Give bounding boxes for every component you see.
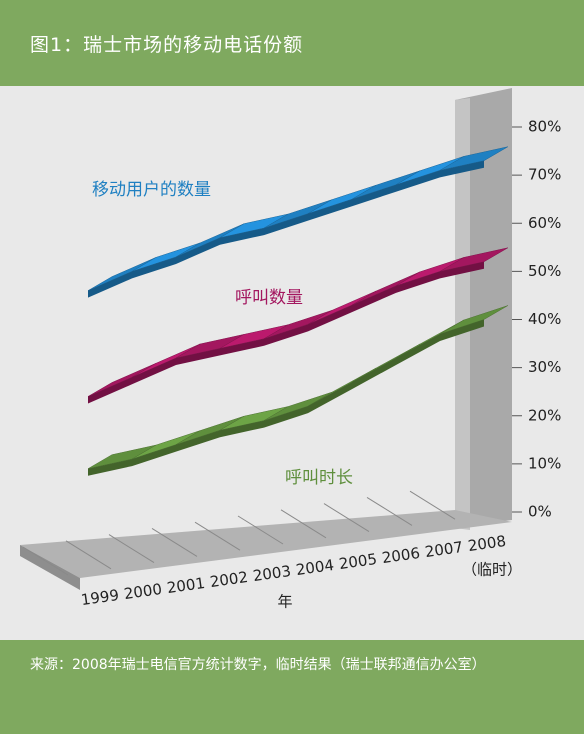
y-tick-label: 50% xyxy=(528,262,561,280)
y-tick-label: 20% xyxy=(528,406,561,424)
x-tick-label: 2002 xyxy=(209,568,249,591)
ribbon-front xyxy=(88,319,484,476)
floor-line xyxy=(65,540,112,570)
floor-line xyxy=(22,546,69,576)
y-tick-label: 80% xyxy=(528,118,561,136)
floor-line xyxy=(280,509,327,539)
ribbon-top xyxy=(351,271,421,306)
wall-side xyxy=(455,98,470,530)
source: 来源：2008年瑞士电信官方统计数字，临时结果（瑞士联邦通信办公室） xyxy=(30,657,486,673)
x-tick-label: 2001 xyxy=(166,574,206,597)
floor-line xyxy=(194,521,241,551)
ribbon-front xyxy=(88,160,484,298)
x-tick-label: 2008 xyxy=(467,532,507,555)
floor-line xyxy=(151,527,198,557)
chart: 0%10%20%30%40%50%60%70%80%1999 2000 2001 20… xyxy=(20,88,561,611)
title: 图1：瑞士市场的移动电话份额 xyxy=(30,34,304,56)
x-tick-label: 2003 xyxy=(252,562,292,585)
y-tick-label: 60% xyxy=(528,214,561,232)
floor-line xyxy=(409,490,456,520)
ribbon-top xyxy=(439,247,509,272)
floor-line xyxy=(237,515,284,545)
ribbon-top xyxy=(87,257,157,291)
y-tick-label: 40% xyxy=(528,310,561,328)
floor-line xyxy=(366,496,413,526)
ribbon-top xyxy=(87,363,157,397)
floor-line xyxy=(108,534,155,564)
x-tick-label: 2000 xyxy=(123,580,163,603)
x-tick-label: 2007 xyxy=(424,538,464,561)
y-tick-label: 70% xyxy=(528,166,561,184)
series-label: 呼叫时长 xyxy=(285,468,353,488)
ribbon-front xyxy=(88,261,484,404)
x-tick-label: 1999 xyxy=(80,586,120,609)
floor-line xyxy=(323,503,370,533)
footer: 来源：2008年瑞士电信官方统计数字，临时结果（瑞士联邦通信办公室） xyxy=(0,640,584,734)
series-label: 呼叫数量 xyxy=(235,288,303,308)
x-axis-label: 年 xyxy=(277,593,292,611)
y-tick-label: 0% xyxy=(528,503,552,521)
x-tick-label: 2005 xyxy=(338,550,378,573)
floor xyxy=(20,510,512,578)
y-tick-label: 10% xyxy=(528,454,561,472)
x-tick-label: 2006 xyxy=(381,544,421,567)
x-tick-label: 2004 xyxy=(295,556,335,579)
x-note: （临时） xyxy=(462,561,522,579)
ribbon-top xyxy=(439,146,509,171)
header: 图1：瑞士市场的移动电话份额 xyxy=(0,0,584,86)
series-label: 移动用户的数量 xyxy=(92,180,211,200)
ribbon-top xyxy=(307,290,377,325)
floor-edge xyxy=(20,545,80,590)
y-tick-label: 30% xyxy=(528,358,561,376)
